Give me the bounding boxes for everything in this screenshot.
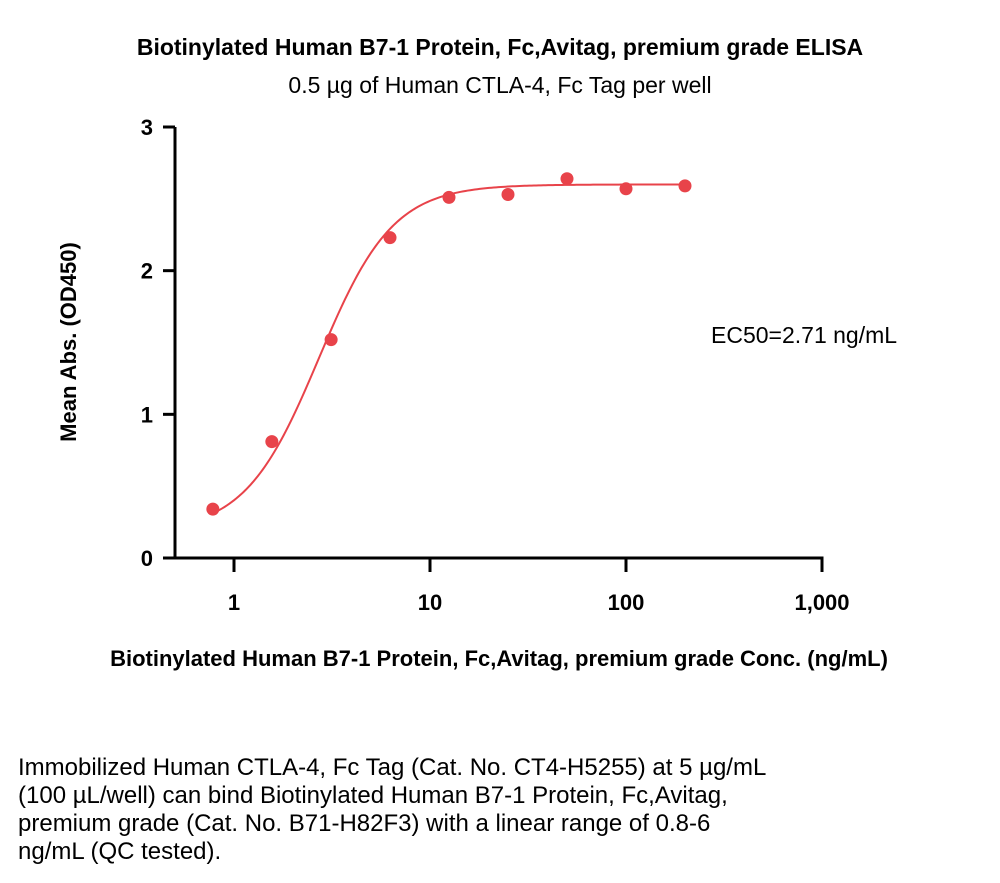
data-point-3 <box>383 231 397 245</box>
fit-curve <box>212 183 686 515</box>
ec50-annotation: EC50=2.71 ng/mL <box>711 322 897 348</box>
y-tick-label-3: 3 <box>141 115 153 140</box>
data-point-2 <box>324 333 338 347</box>
x-axis-label: Biotinylated Human B7-1 Protein, Fc,Avit… <box>110 646 888 671</box>
y-tick-label-1: 1 <box>141 402 153 427</box>
data-point-7 <box>619 182 633 196</box>
y-tick-label-0: 0 <box>141 546 153 571</box>
axes: 0 1 2 3 1 10 100 1,000 <box>141 115 850 615</box>
description-note: Immobilized Human CTLA-4, Fc Tag (Cat. N… <box>18 754 767 865</box>
chart-title: Biotinylated Human B7-1 Protein, Fc,Avit… <box>136 34 864 60</box>
fit-curve-layer <box>212 183 686 515</box>
data-point-8 <box>678 179 692 193</box>
chart-subtitle: 0.5 µg of Human CTLA-4, Fc Tag per well <box>288 72 712 98</box>
x-tick-label-1: 10 <box>418 590 442 615</box>
y-axis-label: Mean Abs. (OD450) <box>56 242 81 442</box>
data-points-layer <box>206 172 692 516</box>
data-point-4 <box>442 190 456 204</box>
x-tick-label-3: 1,000 <box>794 590 849 615</box>
y-tick-label-2: 2 <box>141 259 153 284</box>
data-point-1 <box>265 435 279 449</box>
data-point-6 <box>560 172 574 186</box>
data-point-5 <box>501 188 515 202</box>
x-tick-label-2: 100 <box>608 590 645 615</box>
chart: 0 1 2 3 1 10 100 1,000 Mean Abs. (OD450) Biotin… <box>56 115 897 671</box>
data-point-0 <box>206 502 220 516</box>
x-tick-label-0: 1 <box>228 590 240 615</box>
